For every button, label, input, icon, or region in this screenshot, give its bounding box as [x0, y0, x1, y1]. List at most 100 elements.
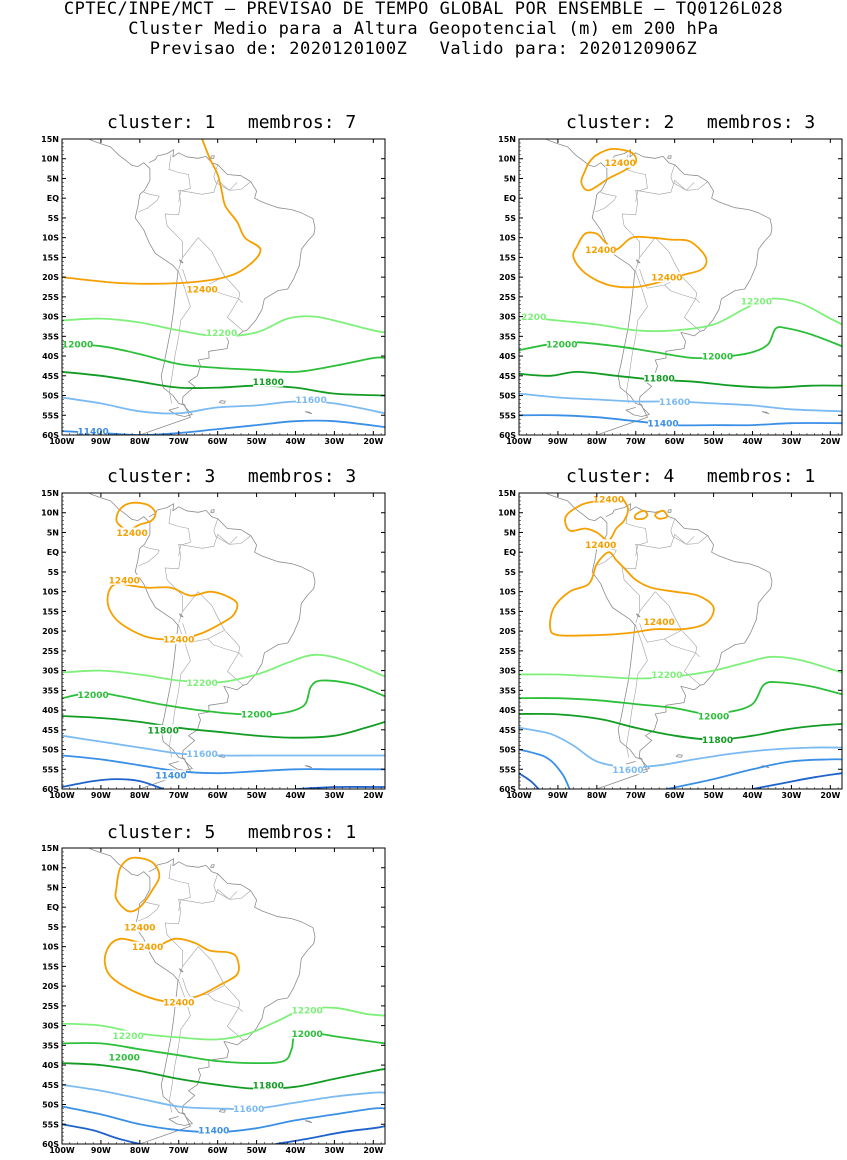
island: [579, 461, 597, 465]
island: [761, 411, 770, 415]
country-border: [670, 518, 695, 545]
coastline: [605, 503, 773, 760]
lon-label: 30W: [781, 791, 801, 800]
island: [579, 107, 597, 111]
lon-label: 60W: [208, 437, 228, 446]
contour-line: [654, 509, 668, 520]
country-border: [227, 298, 244, 332]
contour-label: 12200: [206, 329, 237, 339]
coastline: [385, 469, 387, 477]
map-area: 12400 12200 12000 11800 11600 11400: [62, 139, 385, 435]
contour-label: 12200: [113, 1032, 144, 1042]
contour-label: 11600: [186, 750, 217, 760]
lat-label: 15S: [499, 607, 516, 616]
map-frame: [61, 138, 386, 436]
contour-line: [666, 758, 842, 789]
contour-label: 12200: [292, 1006, 323, 1016]
country-border: [164, 888, 251, 979]
contour-label: 12400: [651, 274, 682, 284]
header-line-1: CPTEC/INPE/MCT – PREVISAO DE TEMPO GLOBA…: [63, 0, 784, 19]
contour-label: 11400: [155, 772, 186, 782]
lat-label: 60S: [499, 785, 516, 794]
lat-label: 5N: [47, 883, 59, 892]
panel-title: cluster: 2 membros: 3: [566, 112, 816, 133]
lat-label: EQ: [47, 194, 59, 203]
contour-label-bg: [113, 1030, 144, 1041]
contour-label-bg: [117, 527, 148, 538]
lon-label: 30W: [324, 1146, 344, 1155]
contour-line: [572, 231, 708, 289]
lat-label: 60S: [499, 431, 516, 440]
contour-label: 12000: [546, 341, 577, 351]
lat-label: 30S: [42, 1022, 59, 1031]
contour-line: [62, 778, 165, 789]
island: [122, 461, 140, 465]
header-line-2: Cluster Medio para a Altura Geopotencial…: [128, 19, 719, 39]
country-border: [227, 1007, 244, 1041]
contour-label: 12000: [109, 1054, 140, 1064]
lat-label: 5S: [48, 923, 60, 932]
lat-label: 35S: [42, 332, 59, 341]
coastline: [605, 149, 773, 406]
country-border: [684, 652, 701, 686]
island: [210, 864, 215, 868]
contour-label-bg: [651, 669, 682, 680]
contour-label-bg: [187, 677, 218, 688]
lat-label: 40S: [42, 1061, 59, 1070]
lon-label: 80W: [587, 437, 607, 446]
country-border: [168, 154, 191, 203]
contour-label-bg: [253, 376, 284, 387]
contour-label: 11800: [702, 736, 733, 746]
contour-line: [62, 1062, 385, 1090]
contour-label-bg: [702, 351, 733, 362]
contour-label-bg: [292, 1028, 323, 1039]
lat-label: 20S: [42, 982, 59, 991]
contour-line: [62, 139, 262, 285]
lat-label: 50S: [499, 392, 516, 401]
lon-label: 90W: [548, 791, 568, 800]
lat-label: 10S: [42, 588, 59, 597]
lon-label: 100W: [49, 791, 75, 800]
lon-label: 50W: [247, 791, 267, 800]
island: [218, 1109, 226, 1113]
contour-line: [62, 715, 385, 739]
lon-label: 20W: [363, 437, 383, 446]
country-border: [684, 298, 701, 332]
lat-label: 40S: [42, 706, 59, 715]
contour-line: [62, 734, 385, 757]
island: [304, 765, 313, 769]
contour-line: [519, 712, 842, 741]
contour-line: [275, 1125, 385, 1144]
map-area: 12400 12400 12400 12200 12000 12000 11800 11600…: [62, 461, 387, 789]
contour-label-bg: [659, 396, 690, 407]
lat-label: 20S: [499, 627, 516, 636]
country-border: [182, 237, 226, 289]
country-border: [207, 630, 241, 654]
lon-label: 80W: [130, 791, 150, 800]
coastline: [168, 760, 193, 771]
lat-label: 10S: [42, 234, 59, 243]
lon-label: 100W: [506, 437, 532, 446]
contour-label-bg: [187, 748, 218, 759]
contour-line: [519, 748, 571, 789]
contour-label: 12400: [132, 943, 163, 953]
lon-label: 60W: [665, 791, 685, 800]
contour-label: 12400: [116, 529, 147, 539]
lon-label: 70W: [626, 437, 646, 446]
panel-title: cluster: 1 membros: 7: [107, 112, 357, 133]
contour-label: 12200: [515, 313, 546, 323]
contour-label-bg: [187, 283, 218, 294]
contour-line: [106, 582, 239, 641]
island: [667, 509, 672, 513]
country-border: [626, 623, 648, 758]
lat-label: EQ: [47, 903, 59, 912]
coastline: [88, 493, 191, 789]
contour-line: [62, 679, 385, 716]
country-border: [670, 164, 695, 191]
lon-label: 20W: [363, 791, 383, 800]
contour-label: 11800: [643, 374, 674, 384]
island: [667, 155, 672, 159]
lat-label: 10N: [41, 155, 59, 164]
country-border: [169, 623, 191, 758]
contour-label-bg: [253, 1079, 284, 1090]
